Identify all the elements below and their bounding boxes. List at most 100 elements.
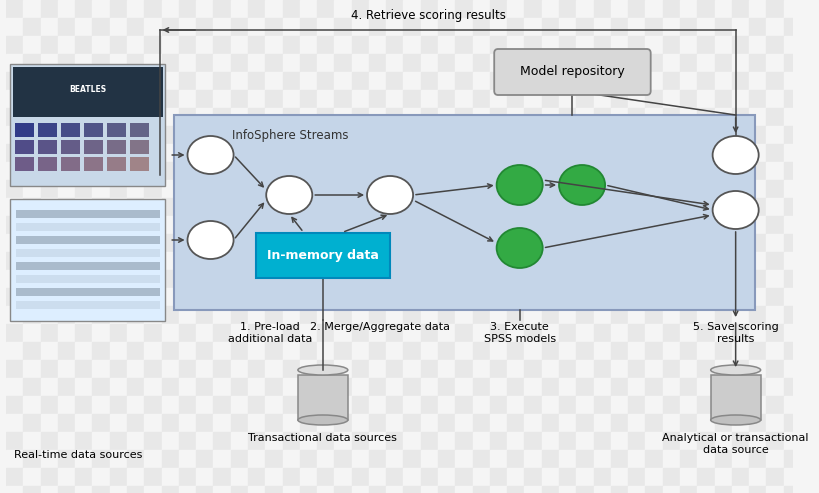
Bar	[317, 126, 334, 144]
Bar	[161, 486, 179, 493]
Bar	[230, 162, 247, 180]
Bar	[93, 342, 110, 360]
Bar	[110, 252, 127, 270]
Bar	[213, 306, 230, 324]
Bar	[300, 432, 317, 450]
Bar	[317, 90, 334, 108]
Bar	[213, 360, 230, 378]
Bar	[593, 90, 610, 108]
Bar	[369, 450, 386, 468]
Bar	[679, 324, 696, 342]
Bar	[731, 126, 749, 144]
Bar	[662, 234, 679, 252]
Bar	[437, 234, 455, 252]
Bar	[334, 234, 351, 252]
Bar	[161, 90, 179, 108]
Bar	[576, 216, 593, 234]
Bar	[766, 90, 783, 108]
Bar	[230, 90, 247, 108]
Bar	[593, 234, 610, 252]
Bar	[593, 468, 610, 486]
Bar	[41, 216, 58, 234]
Bar	[783, 450, 800, 468]
Bar	[472, 90, 489, 108]
Bar	[541, 126, 559, 144]
Bar	[386, 306, 403, 324]
Bar	[351, 378, 369, 396]
Bar	[645, 216, 662, 234]
Bar	[386, 72, 403, 90]
Bar	[6, 108, 23, 126]
Bar	[6, 468, 23, 486]
Bar	[679, 0, 696, 18]
Bar	[127, 198, 144, 216]
Bar	[559, 450, 576, 468]
Bar	[144, 432, 161, 450]
Bar	[283, 324, 300, 342]
Bar	[731, 162, 749, 180]
Bar	[265, 216, 283, 234]
Bar	[749, 234, 766, 252]
Bar	[472, 144, 489, 162]
Bar	[610, 270, 627, 288]
Bar	[161, 216, 179, 234]
Bar	[749, 18, 766, 36]
Bar	[265, 198, 283, 216]
Bar	[524, 0, 541, 18]
Bar	[58, 270, 75, 288]
Bar	[731, 72, 749, 90]
Bar	[783, 378, 800, 396]
Bar	[403, 54, 420, 72]
Bar	[420, 486, 437, 493]
Bar	[230, 72, 247, 90]
Bar	[800, 450, 817, 468]
Bar	[472, 486, 489, 493]
Bar	[247, 360, 265, 378]
Bar	[541, 234, 559, 252]
Bar	[23, 432, 41, 450]
Bar	[334, 90, 351, 108]
Bar	[627, 288, 645, 306]
Bar	[610, 396, 627, 414]
Bar	[403, 360, 420, 378]
Bar	[420, 180, 437, 198]
Bar	[593, 0, 610, 18]
Bar	[351, 396, 369, 414]
Bar	[696, 216, 713, 234]
Bar	[766, 270, 783, 288]
Bar	[6, 0, 23, 18]
Bar	[627, 432, 645, 450]
Bar	[472, 162, 489, 180]
Bar	[645, 54, 662, 72]
Bar	[403, 216, 420, 234]
Bar	[489, 18, 507, 36]
Bar	[696, 54, 713, 72]
Bar	[41, 126, 58, 144]
Bar	[766, 108, 783, 126]
Bar	[610, 306, 627, 324]
Bar	[58, 144, 75, 162]
Bar	[161, 36, 179, 54]
Bar	[541, 414, 559, 432]
Bar	[783, 342, 800, 360]
Bar	[489, 126, 507, 144]
Bar	[213, 108, 230, 126]
Bar	[127, 162, 144, 180]
Bar	[386, 432, 403, 450]
Bar	[334, 324, 351, 342]
Bar	[230, 432, 247, 450]
Bar	[283, 216, 300, 234]
Bar	[541, 90, 559, 108]
Bar	[110, 306, 127, 324]
Bar	[455, 198, 472, 216]
Bar	[783, 324, 800, 342]
Bar	[455, 72, 472, 90]
Text: 2. Merge/Aggregate data: 2. Merge/Aggregate data	[310, 322, 450, 332]
Bar	[783, 180, 800, 198]
Bar	[679, 342, 696, 360]
Bar	[713, 54, 731, 72]
Bar	[645, 270, 662, 288]
Bar	[610, 414, 627, 432]
Bar	[610, 72, 627, 90]
Bar	[283, 288, 300, 306]
